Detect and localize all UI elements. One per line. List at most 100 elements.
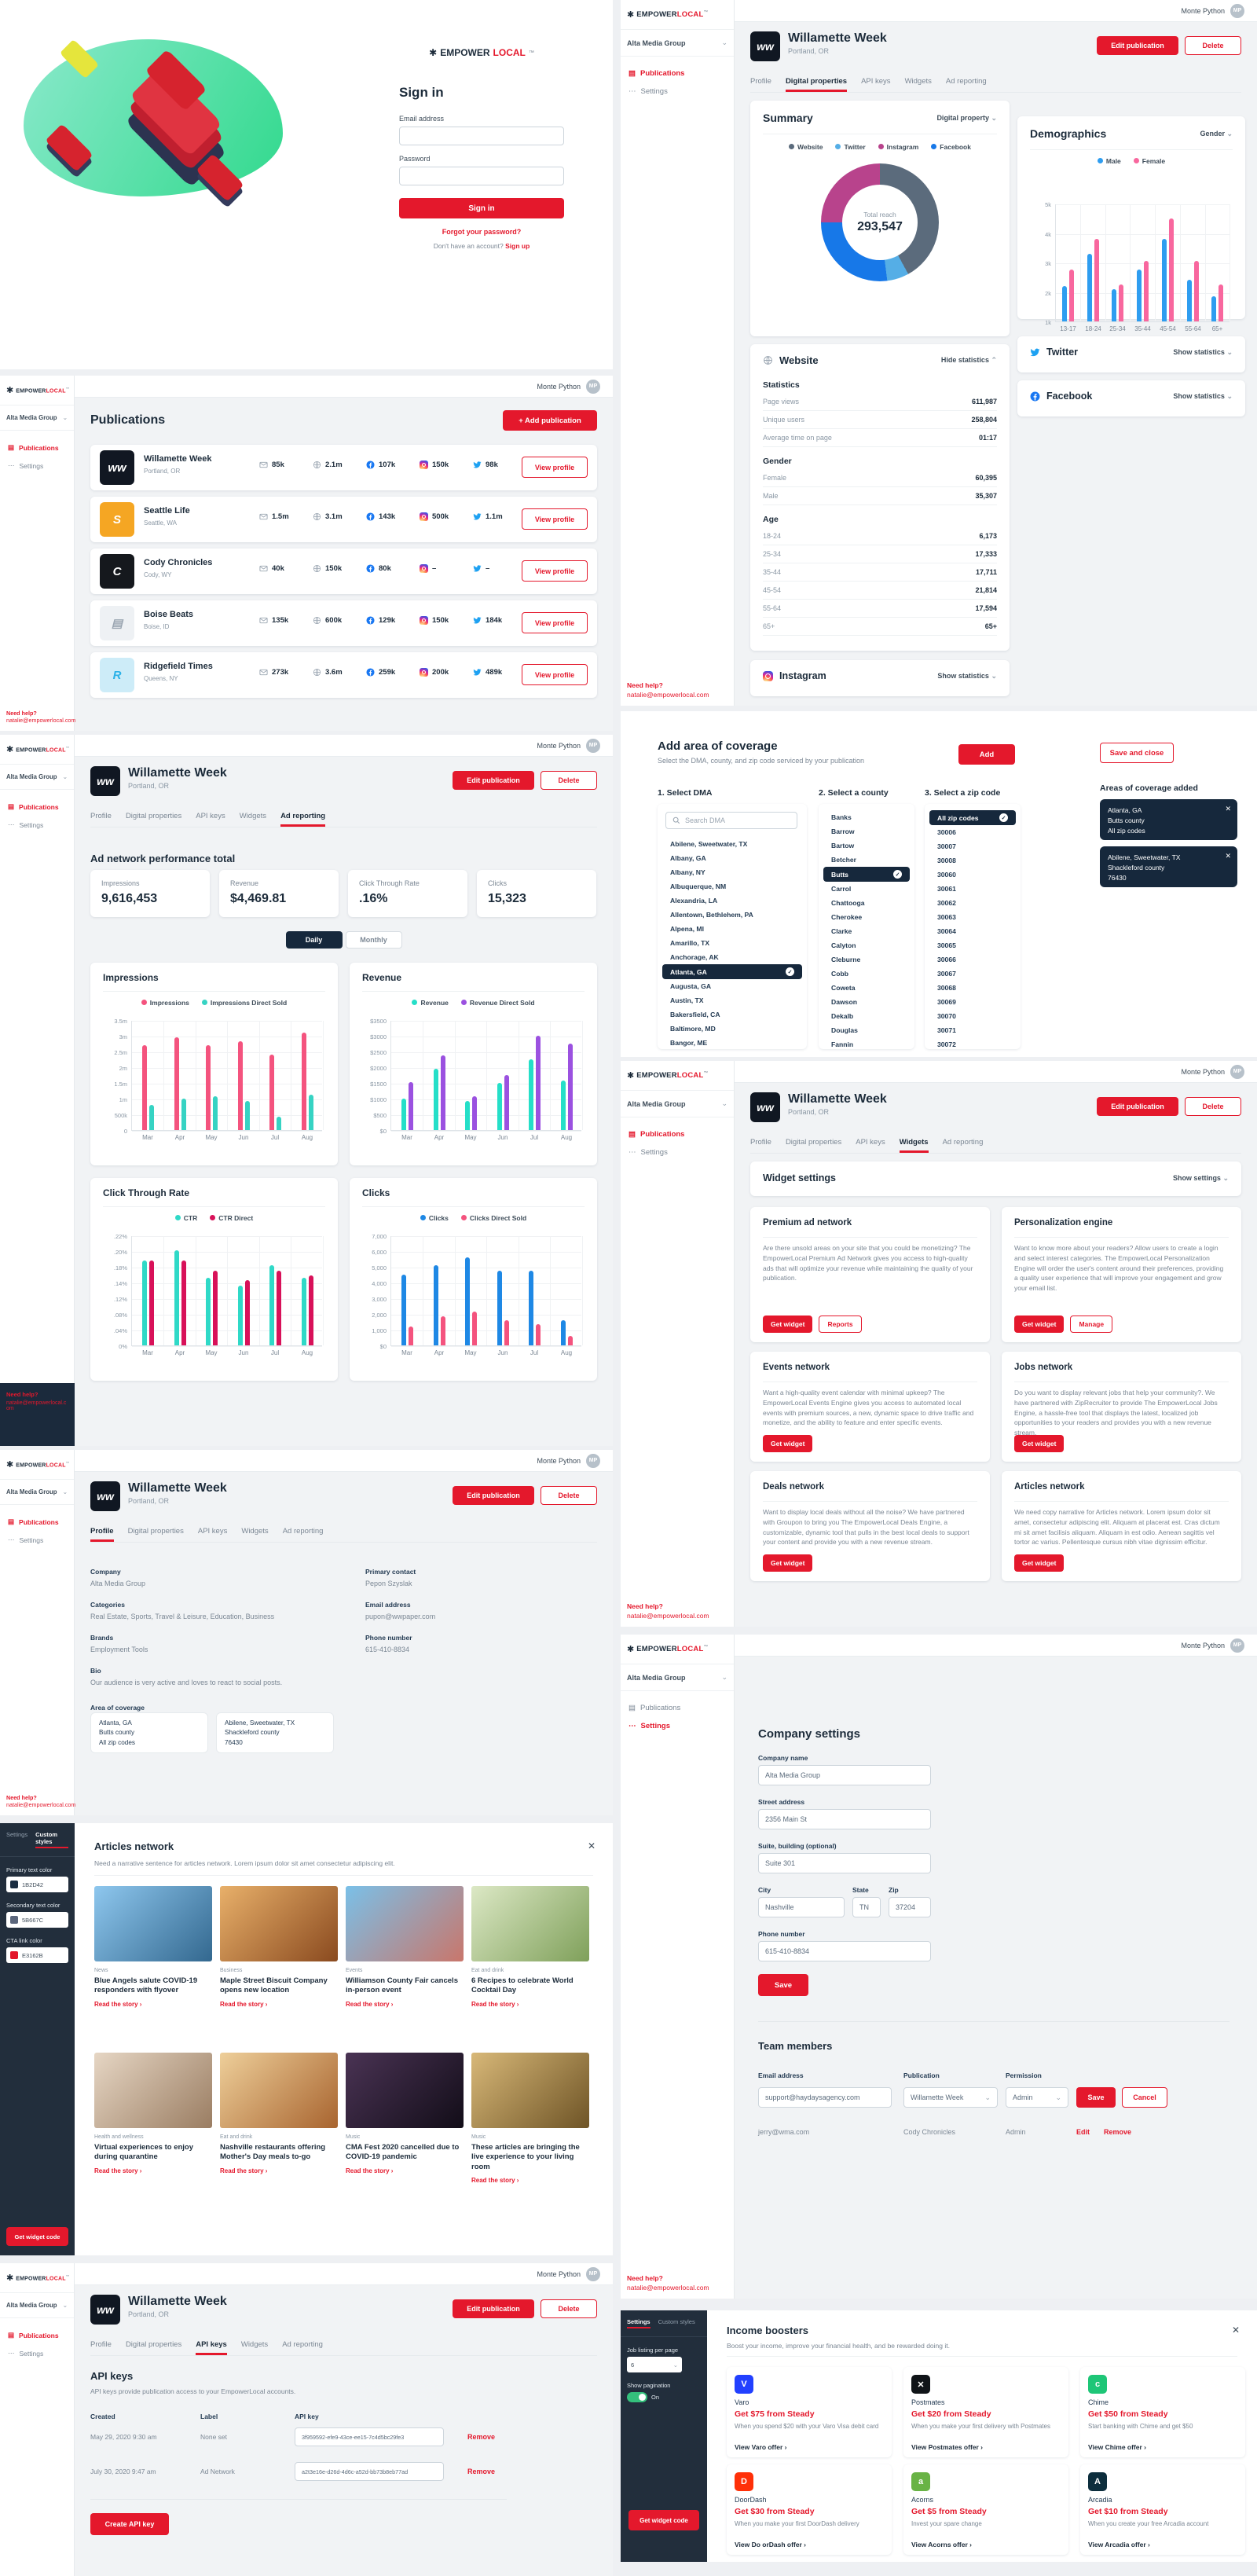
zip-option[interactable]: 30060 <box>937 871 956 879</box>
tab-profile[interactable]: Profile <box>750 1138 771 1147</box>
tab-custom-styles[interactable]: Custom styles <box>35 1831 68 1848</box>
county-option[interactable]: Betcher <box>831 856 856 864</box>
county-option[interactable]: Douglas <box>831 1026 858 1034</box>
view-profile-button[interactable]: View profile <box>522 508 588 530</box>
company-name-input[interactable]: Alta Media Group <box>758 1765 931 1785</box>
county-option[interactable]: Barrow <box>831 827 855 835</box>
get-widget-code-button[interactable]: Get widget code <box>628 2510 699 2530</box>
avatar[interactable]: MP <box>586 379 600 394</box>
tab-api-keys[interactable]: API keys <box>196 812 225 820</box>
avatar[interactable]: MP <box>1230 1064 1244 1079</box>
dma-option[interactable]: Bakersfield, CA <box>670 1011 720 1018</box>
tab-ad-reporting[interactable]: Ad reporting <box>282 1527 324 1536</box>
tab-widgets[interactable]: Widgets <box>241 1527 269 1536</box>
sidebar-item-settings[interactable]: ⋯ Settings <box>8 2349 44 2358</box>
read-story-link[interactable]: Read the story › <box>220 2000 268 2008</box>
view-profile-button[interactable]: View profile <box>522 457 588 478</box>
close-icon[interactable]: ✕ <box>1231 2325 1240 2336</box>
team-email-input[interactable]: support@haydaysagency.com <box>758 2087 892 2108</box>
dma-option[interactable]: Augusta, GA <box>670 982 712 990</box>
dma-option[interactable]: Albany, NY <box>670 868 705 876</box>
booster-view-link[interactable]: View Postmates offer › <box>911 2443 984 2451</box>
county-option[interactable]: Bartow <box>831 842 855 849</box>
tab-ad-reporting[interactable]: Ad reporting <box>282 2340 323 2349</box>
tab-widgets[interactable]: Widgets <box>240 2340 269 2349</box>
dma-option[interactable]: Austin, TX <box>670 996 704 1004</box>
remove-coverage-icon[interactable]: ✕ <box>1225 805 1231 813</box>
zip-option[interactable]: 30065 <box>937 941 956 949</box>
edit-publication-button[interactable]: Edit publication <box>453 771 534 790</box>
org-switcher[interactable]: Alta Media Group ⌄ <box>621 30 734 57</box>
dma-option[interactable]: Abilene, Sweetwater, TX <box>670 840 748 848</box>
tab-digital-properties[interactable]: Digital properties <box>127 1527 184 1536</box>
summary-property-select[interactable]: Digital property ⌄ <box>936 113 997 122</box>
tab-api-keys[interactable]: API keys <box>861 77 891 86</box>
org-switcher[interactable]: Alta Media Group ⌄ <box>621 1091 734 1117</box>
avatar[interactable]: MP <box>586 738 600 753</box>
sidebar-item-settings[interactable]: ⋯ Settings <box>628 1722 670 1730</box>
dma-option[interactable]: Allentown, Bethlehem, PA <box>670 911 753 919</box>
sidebar-item-settings[interactable]: ⋯ Settings <box>8 1536 44 1544</box>
api-key-field[interactable]: a2t3e16e-d26d-4d6c-a52d-bb73b8eb77ad <box>295 2462 444 2481</box>
tab-widgets[interactable]: Widgets <box>904 77 932 86</box>
county-option[interactable]: Dekalb <box>831 1012 854 1020</box>
team-save-button[interactable]: Save <box>1076 2087 1116 2108</box>
booster-view-link[interactable]: View Acorns offer › <box>911 2541 972 2548</box>
read-story-link[interactable]: Read the story › <box>94 2000 142 2008</box>
sidebar-item-publications[interactable]: ▤ Publications <box>628 69 685 78</box>
signup-link[interactable]: Sign up <box>505 242 530 250</box>
team-permission-select[interactable]: Admin ⌄ <box>1006 2087 1068 2108</box>
booster-view-link[interactable]: View Chime offer › <box>1088 2443 1146 2451</box>
tab-profile[interactable]: Profile <box>90 1522 114 1542</box>
forgot-password-link[interactable]: Forgot your password? <box>442 228 522 236</box>
zip-option[interactable]: 30008 <box>937 857 956 864</box>
tab-settings[interactable]: Settings <box>627 2318 650 2328</box>
avatar[interactable]: MP <box>586 1453 600 1468</box>
twitter-toggle[interactable]: Show statistics ⌄ <box>1173 347 1233 356</box>
dma-option[interactable]: Alexandria, LA <box>670 897 718 905</box>
dma-search-input[interactable]: Search DMA <box>665 812 797 829</box>
city-input[interactable]: Nashville <box>758 1897 845 1917</box>
show-settings-toggle[interactable]: Show settings ⌄ <box>1172 1173 1229 1182</box>
tab-profile[interactable]: Profile <box>90 812 112 820</box>
suite-input[interactable]: Suite 301 <box>758 1853 931 1873</box>
dma-option[interactable]: Anchorage, AK <box>670 953 719 961</box>
toggle-monthly[interactable]: Monthly <box>345 931 402 949</box>
toggle-daily[interactable]: Daily <box>285 931 343 949</box>
pagination-toggle[interactable] <box>627 2392 647 2402</box>
help-email[interactable]: natalie@empowerlocal.com <box>6 1801 76 1809</box>
tab-digital-properties[interactable]: Digital properties <box>125 812 182 820</box>
read-story-link[interactable]: Read the story › <box>471 2177 519 2185</box>
help-email[interactable]: natalie@empowerlocal.com <box>6 1400 67 1411</box>
dma-option[interactable]: Bangor, ME <box>670 1039 708 1047</box>
get-widget-button[interactable]: Get widget <box>1014 1316 1065 1333</box>
website-toggle[interactable]: Hide statistics ⌃ <box>940 356 997 364</box>
zip-option[interactable]: 30064 <box>937 927 956 935</box>
county-option[interactable]: Dawson <box>831 998 857 1006</box>
zip-option[interactable]: 30006 <box>937 828 956 836</box>
instagram-toggle[interactable]: Show statistics ⌄ <box>937 671 997 680</box>
reports-button[interactable]: Reports <box>819 1316 862 1333</box>
primary-text-color-input[interactable]: 1B2D42 <box>6 1877 68 1892</box>
booster-view-link[interactable]: View Do orDash offer › <box>735 2541 806 2548</box>
zip-option[interactable]: All zip codes ✓ <box>929 810 1016 825</box>
edit-publication-button[interactable]: Edit publication <box>1097 1097 1178 1116</box>
tab-ad-reporting[interactable]: Ad reporting <box>945 77 987 86</box>
county-option[interactable]: Cobb <box>831 970 848 978</box>
county-option[interactable]: Carrol <box>831 885 852 893</box>
dma-option[interactable]: Albany, GA <box>670 854 706 862</box>
sidebar-item-settings[interactable]: ⋯ Settings <box>8 820 44 829</box>
read-story-link[interactable]: Read the story › <box>346 2167 394 2174</box>
api-remove-link[interactable]: Remove <box>467 2433 496 2441</box>
sidebar-item-settings[interactable]: ⋯ Settings <box>628 1148 668 1157</box>
get-widget-button[interactable]: Get widget <box>1014 1435 1065 1452</box>
org-switcher[interactable]: Alta Media Group ⌄ <box>0 405 74 431</box>
demographics-select[interactable]: Gender ⌄ <box>1200 129 1233 138</box>
dma-option[interactable]: Baltimore, MD <box>670 1025 716 1033</box>
cta-link-color-input[interactable]: E3162B <box>6 1947 68 1963</box>
read-story-link[interactable]: Read the story › <box>94 2167 142 2174</box>
help-email[interactable]: natalie@empowerlocal.com <box>627 2283 709 2292</box>
manage-button[interactable]: Manage <box>1070 1316 1113 1333</box>
county-option[interactable]: Banks <box>831 813 852 821</box>
help-email[interactable]: natalie@empowerlocal.com <box>6 717 76 725</box>
